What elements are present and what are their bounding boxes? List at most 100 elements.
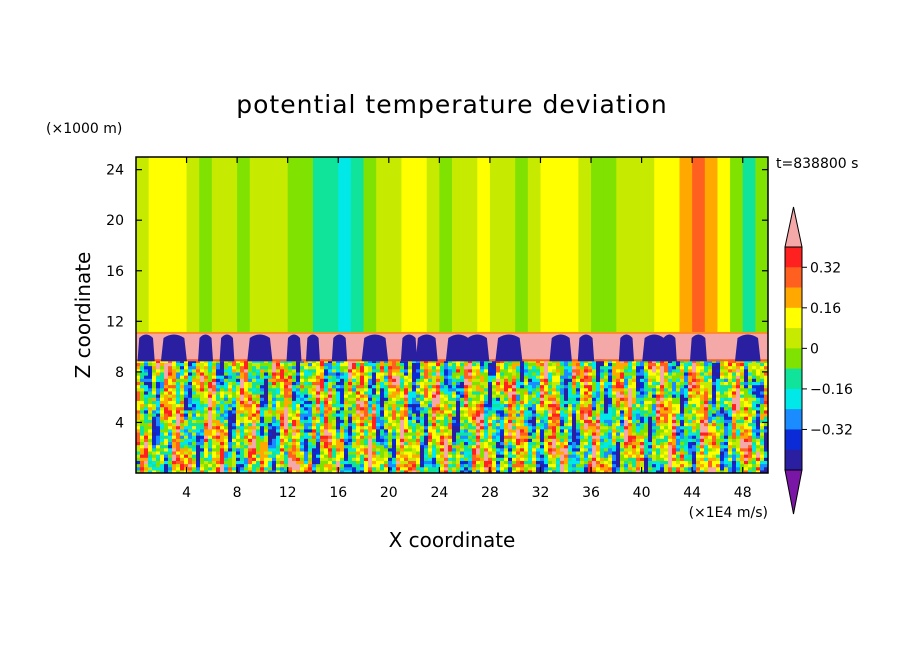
boundary-layer-cell xyxy=(380,469,385,473)
boundary-layer-cell xyxy=(188,384,193,389)
boundary-layer-cell xyxy=(384,381,389,386)
boundary-layer-cell xyxy=(320,435,325,439)
boundary-layer-cell xyxy=(600,435,605,439)
boundary-layer-cell xyxy=(268,394,273,398)
boundary-layer-cell xyxy=(392,431,397,436)
boundary-layer-cell xyxy=(416,375,421,379)
boundary-layer-cell xyxy=(376,400,381,405)
boundary-layer-cell xyxy=(608,409,613,414)
boundary-layer-cell xyxy=(608,454,613,458)
boundary-layer-cell xyxy=(308,375,313,379)
boundary-layer-cell xyxy=(316,454,321,458)
boundary-layer-cell xyxy=(544,394,549,398)
boundary-layer-cell xyxy=(500,400,505,405)
boundary-layer-cell xyxy=(448,466,453,471)
boundary-layer-cell xyxy=(384,435,389,439)
boundary-layer-cell xyxy=(492,381,497,386)
boundary-layer-cell xyxy=(608,362,613,367)
boundary-layer-cell xyxy=(184,409,189,414)
boundary-layer-cell xyxy=(168,431,173,436)
boundary-layer-cell xyxy=(268,428,273,433)
boundary-layer-cell xyxy=(476,409,481,414)
boundary-layer-cell xyxy=(528,447,533,452)
boundary-layer-cell xyxy=(548,457,553,461)
boundary-layer-cell xyxy=(360,400,365,405)
boundary-layer-cell xyxy=(172,438,177,442)
boundary-layer-cell xyxy=(348,412,353,417)
boundary-layer-cell xyxy=(608,384,613,389)
boundary-layer-cell xyxy=(532,365,537,370)
boundary-layer-cell xyxy=(488,362,493,367)
boundary-layer-cell xyxy=(416,422,421,427)
boundary-layer-cell xyxy=(396,428,401,433)
boundary-layer-cell xyxy=(644,387,649,392)
boundary-layer-cell xyxy=(256,390,261,395)
boundary-layer-cell xyxy=(680,431,685,436)
boundary-layer-cell xyxy=(524,365,529,370)
boundary-layer-cell xyxy=(500,435,505,439)
boundary-layer-cell xyxy=(596,406,601,411)
boundary-layer-cell xyxy=(576,397,581,401)
boundary-layer-cell xyxy=(496,463,501,468)
boundary-layer-cell xyxy=(612,412,617,417)
boundary-layer-cell xyxy=(412,460,417,465)
boundary-layer-cell xyxy=(436,390,441,395)
boundary-layer-cell xyxy=(296,384,301,389)
boundary-layer-cell xyxy=(364,444,369,449)
boundary-layer-cell xyxy=(596,397,601,401)
boundary-layer-cell xyxy=(200,454,205,458)
boundary-layer-cell xyxy=(440,412,445,417)
boundary-layer-cell xyxy=(208,394,213,398)
boundary-layer-cell xyxy=(248,419,253,424)
boundary-layer-cell xyxy=(352,416,357,420)
boundary-layer-cell xyxy=(596,435,601,439)
boundary-layer-cell xyxy=(488,447,493,452)
boundary-layer-cell xyxy=(344,450,349,455)
boundary-layer-cell xyxy=(448,425,453,430)
boundary-layer-cell xyxy=(460,422,465,427)
boundary-layer-cell xyxy=(436,365,441,370)
boundary-layer-cell xyxy=(232,466,237,471)
boundary-layer-cell xyxy=(640,422,645,427)
boundary-layer-cell xyxy=(584,365,589,370)
boundary-layer-cell xyxy=(624,394,629,398)
boundary-layer-cell xyxy=(532,438,537,442)
boundary-layer-cell xyxy=(208,362,213,367)
boundary-layer-cell xyxy=(460,365,465,370)
boundary-layer-cell xyxy=(216,375,221,379)
boundary-layer-cell xyxy=(504,400,509,405)
boundary-layer-cell xyxy=(588,416,593,420)
boundary-layer-cell xyxy=(440,394,445,398)
boundary-layer-cell xyxy=(220,457,225,461)
boundary-layer-cell xyxy=(488,416,493,420)
boundary-layer-cell xyxy=(536,381,541,386)
boundary-layer-cell xyxy=(316,384,321,389)
boundary-layer-cell xyxy=(164,419,169,424)
boundary-layer-cell xyxy=(200,419,205,424)
boundary-layer-cell xyxy=(248,403,253,408)
boundary-layer-cell xyxy=(584,403,589,408)
boundary-layer-cell xyxy=(280,384,285,389)
boundary-layer-cell xyxy=(348,463,353,468)
boundary-layer-cell xyxy=(208,438,213,442)
boundary-layer-cell xyxy=(552,394,557,398)
boundary-layer-cell xyxy=(388,400,393,405)
boundary-layer-cell xyxy=(364,460,369,465)
boundary-layer-cell xyxy=(536,454,541,458)
boundary-layer-cell xyxy=(664,457,669,461)
boundary-layer-cell xyxy=(308,438,313,442)
boundary-layer-cell xyxy=(640,431,645,436)
boundary-layer-cell xyxy=(364,397,369,401)
boundary-layer-cell xyxy=(660,447,665,452)
boundary-layer-cell xyxy=(148,466,153,471)
boundary-layer-cell xyxy=(656,454,661,458)
boundary-layer-cell xyxy=(632,384,637,389)
boundary-layer-cell xyxy=(672,463,677,468)
boundary-layer-cell xyxy=(260,435,265,439)
boundary-layer-cell xyxy=(352,390,357,395)
boundary-layer-cell xyxy=(180,466,185,471)
boundary-layer-cell xyxy=(476,454,481,458)
boundary-layer-cell xyxy=(680,454,685,458)
boundary-layer-cell xyxy=(664,435,669,439)
boundary-layer-cell xyxy=(572,435,577,439)
